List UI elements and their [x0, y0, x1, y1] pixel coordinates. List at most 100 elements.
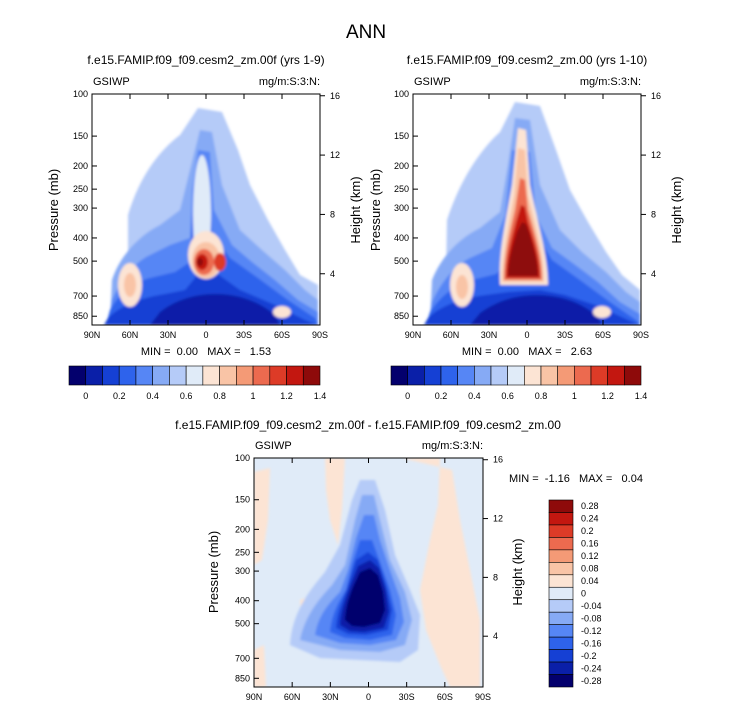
- panel-1-fill-layers: [104, 108, 318, 325]
- panel-3-colorbar: 0.28 0.24 0.2 0.16 0.12 0.08 0.04 0 -0.04 -0.08 -0…: [548, 499, 602, 688]
- panel-1-y2tick-label: 12: [330, 150, 340, 160]
- panel-3-variable: GSIWP: [255, 440, 292, 452]
- colorbar-3-label: 0.08: [581, 564, 599, 574]
- colorbar-2-swatch: [424, 365, 442, 386]
- colorbar-3-label: 0.28: [581, 501, 599, 511]
- panel-1-y2tick-label: 4: [330, 269, 335, 279]
- panel-3-ytick-label: 700: [235, 653, 250, 663]
- colorbar-3-swatch: [548, 649, 574, 663]
- panel-2-y2tick-label: 8: [651, 209, 656, 219]
- panel-3-xtick-label: 30S: [399, 692, 415, 702]
- panel-2-y2tick-label: 16: [651, 91, 661, 101]
- panel-2-fill-layers: [424, 102, 640, 325]
- colorbar-1-swatch: [252, 365, 271, 386]
- colorbar-3-label: 0.2: [581, 526, 594, 536]
- colorbar-1-swatch: [85, 365, 103, 386]
- panel-2: f.e15.FAMIP.f09_f09.cesm2_zm.00 (yrs 1-1…: [368, 53, 684, 401]
- panel-2-xtick-label: 90N: [405, 330, 422, 340]
- panel-3-xtick-label: 90S: [475, 692, 491, 702]
- panel-3-ytick-label: 150: [235, 495, 250, 505]
- colorbar-2-label: 0: [405, 391, 410, 401]
- panel-1-xtick-label: 90S: [312, 330, 328, 340]
- panel-3-ytick-label: 250: [235, 547, 250, 557]
- panel-1-ytick-label: 500: [73, 256, 88, 266]
- colorbar-1-label: 0: [83, 391, 88, 401]
- colorbar-3-label: -0.04: [581, 601, 602, 611]
- colorbar-3-swatch: [548, 499, 574, 513]
- panel-3-units: mg/m:S:3:N:: [422, 440, 483, 452]
- colorbar-2-label: 0.8: [535, 391, 548, 401]
- colorbar-1-swatch: [219, 365, 237, 386]
- colorbar-3-swatch: [548, 537, 574, 551]
- colorbar-3-label: -0.12: [581, 626, 602, 636]
- colorbar-1-label: 0.6: [180, 391, 193, 401]
- colorbar-3-label: 0.24: [581, 514, 599, 524]
- colorbar-1-swatch: [169, 365, 187, 386]
- colorbar-1-swatch: [152, 365, 170, 386]
- colorbar-1-swatch: [286, 365, 304, 386]
- panel-1-tropical-l5: [197, 258, 203, 266]
- panel-3-xtick-label: 90N: [246, 692, 263, 702]
- panel-1-axes: 90N 60N 30N 0 30S 60S 90S 100 150 200 250 300 400 500…: [73, 89, 340, 340]
- panel-2-xtick-label: 60S: [595, 330, 611, 340]
- colorbar-3-swatch: [548, 611, 574, 625]
- colorbar-3-label: -0.2: [581, 651, 597, 661]
- panel-2-heatmap: [413, 94, 641, 325]
- panel-2-ytick-label: 700: [394, 291, 409, 301]
- panel-3-ytick-label: 300: [235, 566, 250, 576]
- colorbar-1-swatch: [68, 365, 87, 386]
- panel-3-ytick-label: 500: [235, 619, 250, 629]
- colorbar-1-label: 0.8: [213, 391, 226, 401]
- panel-1-ylabel: Pressure (mb): [46, 169, 61, 251]
- colorbar-2-label: 1: [572, 391, 577, 401]
- panel-2-y2tick-label: 4: [651, 269, 656, 279]
- panel-2-xtick-label: 0: [524, 330, 529, 340]
- panel-3-heatmap: [254, 458, 483, 687]
- panel-2-colorbar: 0 0.2 0.4 0.6 0.8 1 1.2 1.4: [390, 365, 647, 401]
- panel-2-level-6: [470, 295, 602, 325]
- panel-1-xtick-label: 30S: [236, 330, 252, 340]
- panel-1-level-5: [104, 240, 318, 325]
- colorbar-1-label: 1: [251, 391, 256, 401]
- panel-3-positive-strip-3: [254, 468, 270, 565]
- colorbar-3-swatch: [548, 574, 574, 588]
- colorbar-2-swatch: [574, 365, 592, 386]
- panel-3: f.e15.FAMIP.f09_f09.cesm2_zm.00f - f.e15…: [175, 418, 643, 702]
- panel-3-positive-strip-4: [254, 645, 266, 687]
- panel-2-tropical-l5: [508, 222, 538, 276]
- panel-1-ytick-label: 150: [73, 131, 88, 141]
- colorbar-2-swatch: [624, 365, 642, 386]
- colorbar-2-label: 0.4: [468, 391, 481, 401]
- panel-2-y2label: Height (km): [669, 176, 684, 243]
- panel-2-ytick-label: 300: [394, 203, 409, 213]
- colorbar-3-label: -0.28: [581, 676, 602, 686]
- panel-3-y2tick-label: 16: [493, 455, 503, 465]
- panel-2-xtick-label: 60N: [443, 330, 460, 340]
- colorbar-2-swatch: [474, 365, 492, 386]
- panel-1-xtick-label: 60N: [122, 330, 139, 340]
- panel-3-y2tick-label: 12: [493, 514, 503, 524]
- colorbar-3-label: 0.12: [581, 551, 599, 561]
- colorbar-2-swatch: [590, 365, 608, 386]
- panel-2-ytick-label: 100: [394, 89, 409, 99]
- panel-1-ytick-label: 200: [73, 161, 88, 171]
- panel-3-fill-layers: [254, 458, 480, 687]
- panel-3-y2tick-label: 8: [493, 572, 498, 582]
- panel-2-axes: 90N 60N 30N 0 30S 60S 90S 100 150 200 250 300 400 500…: [394, 89, 661, 340]
- main-title: ANN: [346, 22, 386, 43]
- panel-1-xtick-label: 60S: [274, 330, 290, 340]
- panel-3-ytick-label: 400: [235, 596, 250, 606]
- colorbar-2-swatch: [524, 365, 542, 386]
- panel-2-ylabel: Pressure (mb): [368, 169, 383, 251]
- colorbar-3-label: 0.04: [581, 576, 599, 586]
- panel-2-ytick-label: 500: [394, 256, 409, 266]
- panel-3-negative-l7: [345, 568, 385, 627]
- panel-1: f.e15.FAMIP.f09_f09.cesm2_zm.00f (yrs 1-…: [46, 53, 363, 401]
- panel-2-ytick-label: 250: [394, 184, 409, 194]
- colorbar-2-label: 0.6: [501, 391, 514, 401]
- colorbar-3-label: -0.24: [581, 663, 602, 673]
- panel-3-axes: 90N 60N 30N 0 30S 60S 90S 100 150 200 250 300 400 500…: [235, 453, 503, 702]
- panel-3-xtick-label: 0: [366, 692, 371, 702]
- colorbar-1-swatch: [236, 365, 254, 386]
